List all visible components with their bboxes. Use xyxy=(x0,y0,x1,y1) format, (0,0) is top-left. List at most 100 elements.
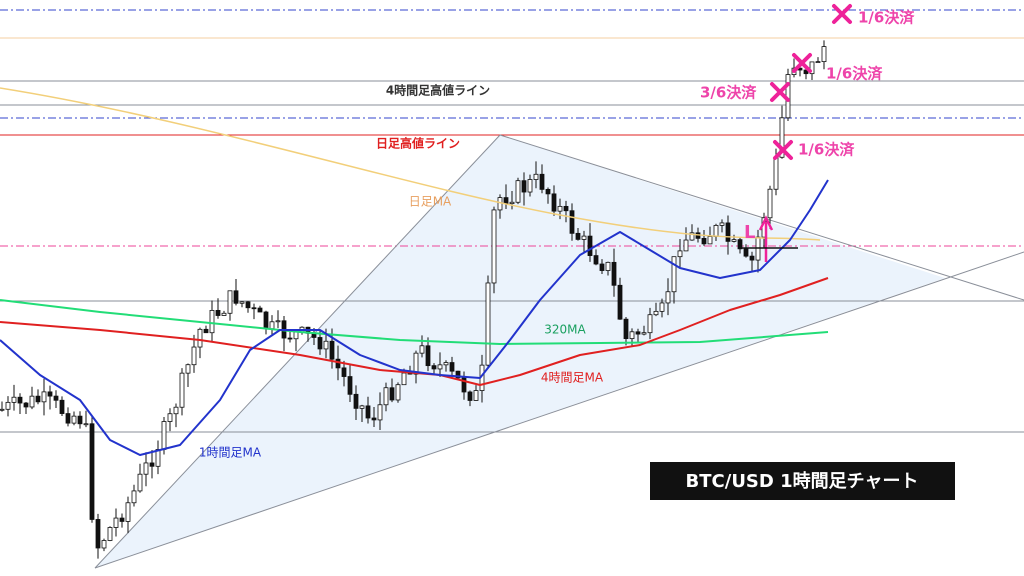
candle-body xyxy=(425,345,431,367)
candle-body xyxy=(635,331,641,335)
ma-4h-line xyxy=(0,277,829,386)
candle-body xyxy=(41,391,47,403)
candle-body xyxy=(605,261,611,271)
candle-body xyxy=(347,376,353,395)
candle-body xyxy=(809,61,815,75)
candle-body xyxy=(191,346,197,366)
candle-body xyxy=(371,417,377,421)
candle-body xyxy=(533,173,539,180)
candle-body xyxy=(149,462,155,467)
label: 4時間足MA xyxy=(541,371,604,385)
candle-body xyxy=(527,179,533,193)
candle-body xyxy=(239,301,245,304)
ma-1h-line xyxy=(0,179,829,456)
candle-body xyxy=(23,402,29,408)
candle-body xyxy=(257,307,263,313)
candle-body xyxy=(323,340,329,350)
candle-body xyxy=(563,205,569,212)
candle-body xyxy=(683,239,689,252)
candle-body xyxy=(251,307,257,310)
candle-body xyxy=(167,413,173,422)
candle-body xyxy=(491,209,497,284)
candle-body xyxy=(203,328,209,334)
candle-body xyxy=(545,188,551,195)
exit-label: 3/6決済 xyxy=(700,84,757,102)
label: 1時間足MA xyxy=(199,446,262,460)
candle-body xyxy=(197,328,203,348)
candle-body xyxy=(377,404,383,421)
candle-body xyxy=(221,312,227,316)
candle-body xyxy=(383,387,389,406)
candle-body xyxy=(551,193,557,212)
triangle-fill xyxy=(95,135,945,568)
candle-body xyxy=(509,201,515,205)
title-box xyxy=(650,462,955,500)
label: 320MA xyxy=(544,323,586,337)
entry-arrow xyxy=(758,215,774,262)
exit-label: 1/6決済 xyxy=(798,141,855,159)
candle-body xyxy=(461,377,467,393)
candle-body xyxy=(575,232,581,240)
x-mark xyxy=(832,4,852,24)
candle-body xyxy=(113,517,119,528)
candle-body xyxy=(47,391,53,397)
label: 日足高値ライン xyxy=(376,136,460,151)
candle-body xyxy=(437,364,443,370)
candle-body xyxy=(623,318,629,340)
candle-body xyxy=(473,390,479,401)
candle-body xyxy=(185,364,191,374)
candle-body xyxy=(653,310,659,316)
candle-body xyxy=(743,248,749,257)
candle-body xyxy=(65,413,71,424)
candle-body xyxy=(659,302,665,312)
candle-body xyxy=(359,405,365,409)
candle-body xyxy=(35,395,41,403)
candle-body xyxy=(431,365,437,370)
x-mark xyxy=(773,140,793,160)
candle-body xyxy=(449,362,455,372)
trend-line xyxy=(94,251,1024,569)
candle-body xyxy=(779,117,785,158)
label: 4時間足高値ライン xyxy=(386,83,490,98)
exit-label: 1/6決済 xyxy=(826,65,883,83)
candle-body xyxy=(731,239,737,242)
title: BTC/USD 1時間足チャート xyxy=(686,471,919,492)
candle-body xyxy=(539,173,545,190)
labels: 4時間足高値ライン 日足高値ライン 日足MA 320MA 4時間足MA 1時間足… xyxy=(199,83,604,460)
candle-body xyxy=(749,255,755,261)
candle-body xyxy=(569,210,575,234)
candle-body xyxy=(179,372,185,408)
candle-body xyxy=(767,188,773,219)
candle-body xyxy=(17,396,23,404)
candle-body xyxy=(353,393,359,409)
candle-body xyxy=(233,290,239,304)
candle-body xyxy=(401,372,407,386)
moving-averages xyxy=(0,87,829,456)
trend-line xyxy=(94,134,501,569)
candle-body xyxy=(707,236,713,245)
candle-body xyxy=(0,408,5,411)
candle-body xyxy=(215,309,221,316)
candle-body xyxy=(515,180,521,203)
candle-body xyxy=(689,232,695,241)
candle-body xyxy=(485,282,491,366)
exit-marks xyxy=(770,4,852,160)
candles xyxy=(0,40,827,559)
candle-body xyxy=(803,69,809,75)
candle-body xyxy=(701,237,707,245)
candle-body xyxy=(611,261,617,286)
candle-body xyxy=(137,473,143,492)
candle-body xyxy=(77,415,83,425)
candle-body xyxy=(719,222,725,226)
candle-body xyxy=(389,387,395,401)
candle-body xyxy=(155,449,161,467)
candle-body xyxy=(83,423,89,426)
candle-body xyxy=(455,370,461,379)
label: 日足MA xyxy=(409,195,452,209)
candle-body xyxy=(365,405,371,419)
candle-body xyxy=(71,415,77,424)
candle-body xyxy=(143,462,149,475)
candle-body xyxy=(599,263,605,271)
candle-body xyxy=(557,205,563,212)
